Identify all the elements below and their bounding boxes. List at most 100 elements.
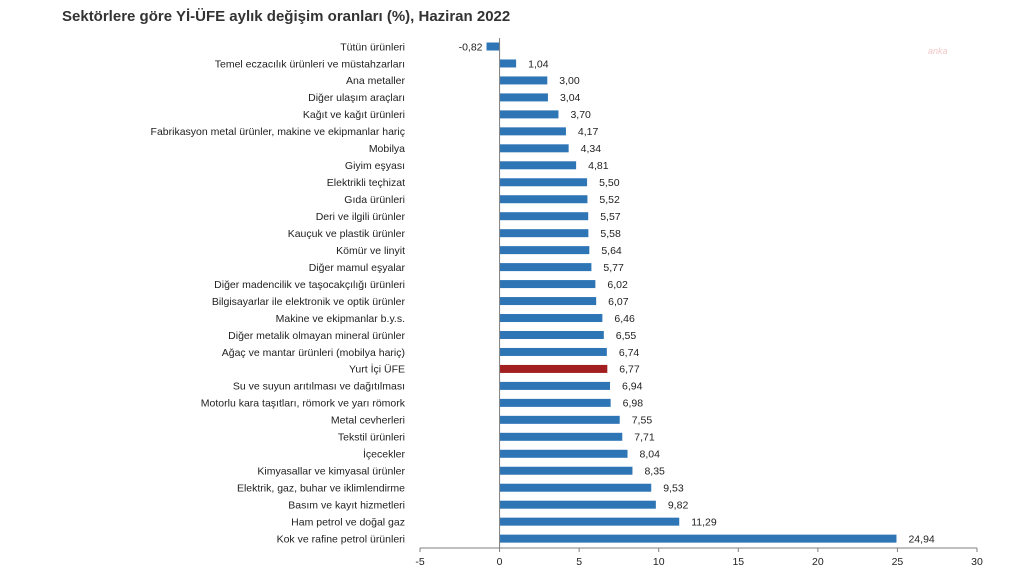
bar — [499, 466, 633, 475]
bar — [499, 110, 559, 119]
data-label: 5,64 — [601, 245, 622, 257]
data-label: 6,07 — [608, 296, 629, 308]
data-label: 3,70 — [570, 109, 591, 121]
data-label: 6,94 — [622, 381, 643, 393]
category-label: Bilgisayarlar ile elektronik ve optik ür… — [212, 296, 406, 308]
category-label: Yurt İçi ÜFE — [349, 363, 405, 376]
bar — [499, 246, 590, 255]
bar — [499, 449, 628, 458]
category-label: Diğer madencilik ve taşocakçılığı ürünle… — [214, 279, 405, 291]
bar — [499, 144, 569, 153]
x-tick-label: 5 — [576, 556, 582, 568]
category-label: Motorlu kara taşıtları, römork ve yarı r… — [201, 398, 406, 410]
bar — [499, 76, 548, 85]
bar — [499, 330, 604, 339]
data-label: 4,34 — [581, 143, 602, 155]
category-label: Kimyasallar ve kimyasal ürünler — [257, 466, 405, 478]
category-label: Ağaç ve mantar ürünleri (mobilya hariç) — [222, 347, 405, 359]
data-label: 5,52 — [599, 194, 620, 206]
bar — [499, 347, 607, 356]
x-tick-label: 10 — [653, 556, 665, 568]
category-label: Elektrik, gaz, buhar ve iklimlendirme — [237, 483, 405, 495]
data-label: 8,35 — [644, 466, 665, 478]
chart-title: Sektörlere göre Yİ-ÜFE aylık değişim ora… — [62, 8, 511, 25]
data-label: 7,55 — [632, 415, 653, 427]
data-label: 5,50 — [599, 177, 620, 189]
data-label: 4,81 — [588, 160, 609, 172]
x-tick-label: 15 — [732, 556, 744, 568]
data-label: 6,02 — [607, 279, 628, 291]
bar — [499, 161, 577, 170]
category-label: İçecekler — [363, 448, 406, 461]
category-label: Basım ve kayıt hizmetleri — [288, 499, 405, 511]
category-label: Elektrikli teçhizat — [327, 177, 405, 189]
bar — [499, 483, 652, 492]
data-label: 6,46 — [614, 313, 635, 325]
category-label: Temel eczacılık ürünleri ve müstahzarlar… — [215, 58, 405, 70]
bar — [499, 127, 566, 136]
x-tick-label: 25 — [892, 556, 904, 568]
bar — [499, 195, 588, 204]
bar — [499, 415, 620, 424]
bar — [499, 212, 589, 221]
category-label: Fabrikasyon metal ürünler, makine ve eki… — [151, 126, 405, 138]
bar — [499, 381, 611, 390]
category-label: Giyim eşyası — [345, 160, 405, 172]
x-tick-label: 30 — [971, 556, 983, 568]
bar — [499, 178, 588, 187]
bar — [499, 364, 608, 373]
category-label: Ham petrol ve doğal gaz — [291, 516, 405, 528]
data-label: 11,29 — [691, 516, 717, 528]
bar — [499, 59, 517, 68]
bar — [499, 314, 603, 323]
data-label: 8,04 — [640, 449, 661, 461]
category-label: Gıda ürünleri — [344, 194, 405, 206]
data-label: 6,55 — [616, 330, 637, 342]
bar — [499, 297, 597, 306]
category-label: Deri ve ilgili ürünler — [316, 211, 406, 223]
data-label: 4,17 — [578, 126, 599, 138]
data-label: 5,57 — [600, 211, 621, 223]
data-label: 3,04 — [560, 92, 581, 104]
bar — [499, 500, 656, 509]
bar — [499, 432, 623, 441]
bar — [499, 263, 592, 272]
watermark-logo: anka — [928, 46, 948, 56]
bar — [499, 398, 611, 407]
bar — [499, 280, 596, 289]
category-label: Tekstil ürünleri — [338, 432, 405, 444]
bar — [499, 229, 589, 238]
data-label: 6,98 — [623, 398, 644, 410]
data-label: 7,71 — [634, 432, 655, 444]
x-tick-label: 20 — [812, 556, 824, 568]
category-label: Metal cevherleri — [331, 415, 405, 427]
category-label: Su ve suyun arıtılması ve dağıtılması — [233, 381, 405, 393]
category-label: Kağıt ve kağıt ürünleri — [303, 109, 405, 121]
category-label: Diğer mamul eşyalar — [309, 262, 406, 274]
category-label: Kauçuk ve plastik ürünler — [288, 228, 406, 240]
bar — [499, 517, 680, 526]
category-label: Ana metaller — [346, 75, 405, 87]
bar — [499, 534, 897, 543]
data-label: 3,00 — [559, 75, 580, 87]
bar — [499, 93, 548, 102]
data-label: 5,77 — [603, 262, 624, 274]
data-label: 24,94 — [908, 533, 934, 545]
category-label: Diğer metalik olmayan mineral ürünler — [228, 330, 405, 342]
category-label: Tütün ürünleri — [340, 41, 405, 53]
category-label: Diğer ulaşım araçları — [308, 92, 405, 104]
data-label: -0,82 — [459, 41, 483, 53]
bar — [486, 42, 500, 51]
data-label: 6,77 — [619, 364, 640, 376]
category-label: Makine ve ekipmanlar b.y.s. — [276, 313, 405, 325]
data-label: 6,74 — [619, 347, 640, 359]
data-label: 5,58 — [600, 228, 621, 240]
category-label: Mobilya — [369, 143, 405, 155]
data-label: 9,53 — [663, 483, 684, 495]
data-label: 9,82 — [668, 499, 689, 511]
x-tick-label: 0 — [497, 556, 503, 568]
data-label: 1,04 — [528, 58, 549, 70]
category-label: Kok ve rafine petrol ürünleri — [277, 533, 405, 545]
x-tick-label: -5 — [415, 556, 424, 568]
